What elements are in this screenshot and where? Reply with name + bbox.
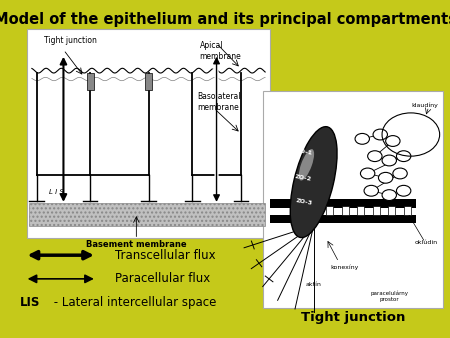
Text: ZO-1: ZO-1 xyxy=(296,148,313,156)
Text: klaudíny: klaudíny xyxy=(411,102,438,107)
Circle shape xyxy=(378,172,393,183)
Text: Tight junction: Tight junction xyxy=(44,37,97,46)
Bar xyxy=(404,206,411,215)
Text: aktín: aktín xyxy=(306,282,322,287)
Bar xyxy=(263,91,443,308)
Text: Transcellular flux: Transcellular flux xyxy=(115,249,216,262)
Circle shape xyxy=(355,134,369,144)
Text: konexíny: konexíny xyxy=(330,264,359,270)
Circle shape xyxy=(360,168,375,179)
Circle shape xyxy=(393,168,407,179)
Circle shape xyxy=(368,151,382,162)
Bar xyxy=(145,73,152,90)
Text: Basolateral
membrane: Basolateral membrane xyxy=(197,92,241,112)
Circle shape xyxy=(382,190,396,200)
Bar xyxy=(357,206,364,215)
Bar xyxy=(373,206,380,215)
Text: ZO-3: ZO-3 xyxy=(296,198,313,206)
Bar xyxy=(342,206,349,215)
Bar xyxy=(27,29,270,238)
Text: L I S: L I S xyxy=(49,189,63,195)
Bar xyxy=(86,73,94,90)
Circle shape xyxy=(396,185,411,196)
Text: Model of the epithelium and its principal compartments: Model of the epithelium and its principa… xyxy=(0,12,450,27)
Text: LIS: LIS xyxy=(20,296,40,309)
Ellipse shape xyxy=(290,127,337,238)
Bar xyxy=(270,215,416,223)
Text: Basement membrane: Basement membrane xyxy=(86,240,187,249)
Bar xyxy=(326,206,333,215)
Ellipse shape xyxy=(299,149,314,180)
Bar xyxy=(29,203,265,226)
Text: - Lateral intercellular space: - Lateral intercellular space xyxy=(50,296,216,309)
Circle shape xyxy=(382,155,396,166)
Text: Apical
membrane: Apical membrane xyxy=(199,41,241,61)
Text: paracelulárny
prostor: paracelulárny prostor xyxy=(370,290,408,301)
Circle shape xyxy=(386,136,400,146)
Circle shape xyxy=(373,129,387,140)
Bar xyxy=(270,199,416,208)
Bar xyxy=(388,206,396,215)
Circle shape xyxy=(396,151,411,162)
Text: oklúdin: oklúdin xyxy=(415,240,438,245)
Circle shape xyxy=(364,185,378,196)
Text: Tight junction: Tight junction xyxy=(301,312,405,324)
Text: Paracellular flux: Paracellular flux xyxy=(115,272,210,285)
Text: ZO-2: ZO-2 xyxy=(294,174,311,182)
